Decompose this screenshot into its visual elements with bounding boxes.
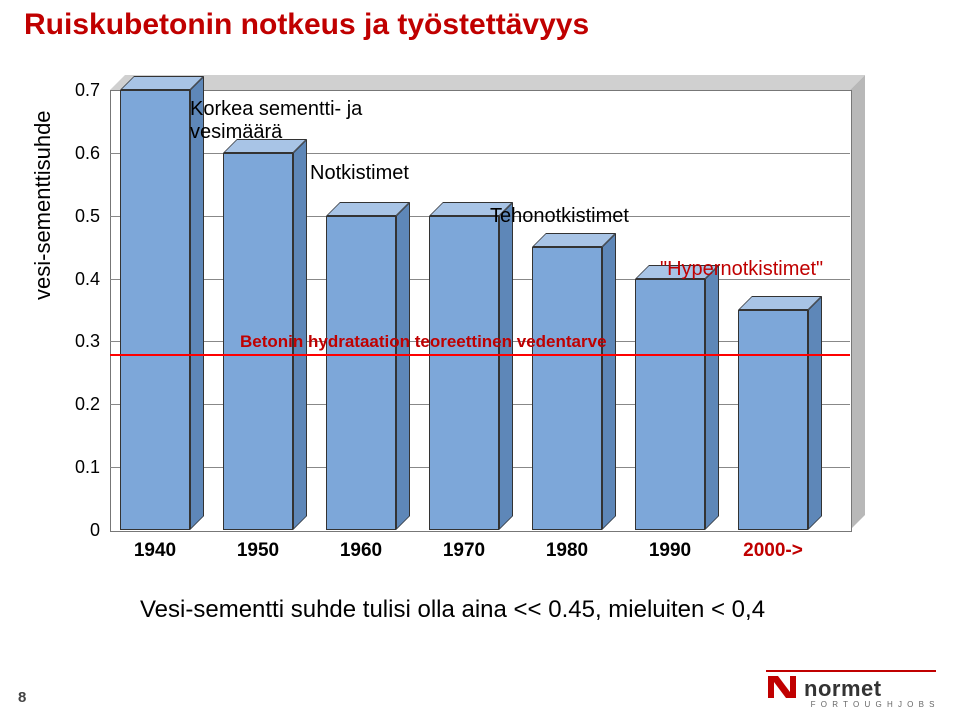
plot-3d-side xyxy=(850,75,865,530)
anno-notkistimet: Notkistimet xyxy=(310,162,409,185)
y-tick: 0.1 xyxy=(70,457,100,478)
slide-title: Ruiskubetonin notkeus ja työstettävyys xyxy=(24,8,589,42)
logo-bar xyxy=(766,670,936,672)
anno-korkea: Korkea sementti- ja vesimäärä xyxy=(190,98,390,144)
gridline xyxy=(110,153,850,154)
bar xyxy=(326,216,396,530)
anno-hyper: "Hypernotkistimet" xyxy=(660,258,823,281)
bar xyxy=(120,90,190,530)
slide-number: 8 xyxy=(18,689,26,706)
anno-teho: Tehonotkistimet xyxy=(490,205,629,228)
y-tick: 0.2 xyxy=(70,394,100,415)
slide: Ruiskubetonin notkeus ja työstettävyys v… xyxy=(0,0,960,716)
x-tick: 1940 xyxy=(110,540,200,562)
plot-3d-top xyxy=(110,75,865,90)
y-tick: 0.3 xyxy=(70,331,100,352)
x-tick: 1950 xyxy=(213,540,303,562)
y-tick: 0 xyxy=(70,520,100,541)
x-tick: 1960 xyxy=(316,540,406,562)
chart-plot: Korkea sementti- ja vesimäärä Notkistime… xyxy=(110,90,850,530)
caption: Vesi-sementti suhde tulisi olla aina << … xyxy=(140,596,765,624)
x-tick: 1970 xyxy=(419,540,509,562)
hydration-redline xyxy=(110,354,850,356)
y-tick: 0.4 xyxy=(70,269,100,290)
x-tick: 2000-> xyxy=(728,540,818,562)
footer: 8 normet F O R T O U G H J O B S xyxy=(0,670,960,716)
x-tick: 1990 xyxy=(625,540,715,562)
bar xyxy=(635,279,705,530)
logo-tagline: F O R T O U G H J O B S xyxy=(811,700,936,709)
logo-mark-icon xyxy=(766,674,798,700)
bar xyxy=(738,310,808,530)
y-axis-label: vesi-sementtisuhde xyxy=(30,110,56,300)
x-tick: 1980 xyxy=(522,540,612,562)
logo: normet F O R T O U G H J O B S xyxy=(766,670,936,710)
y-tick: 0.6 xyxy=(70,143,100,164)
bar xyxy=(429,216,499,530)
logo-text: normet xyxy=(804,676,882,702)
anno-redline: Betonin hydrataation teoreettinen vedent… xyxy=(240,332,607,352)
title-bar: Ruiskubetonin notkeus ja työstettävyys xyxy=(0,0,700,48)
y-tick: 0.5 xyxy=(70,206,100,227)
bar xyxy=(532,247,602,530)
y-tick: 0.7 xyxy=(70,80,100,101)
